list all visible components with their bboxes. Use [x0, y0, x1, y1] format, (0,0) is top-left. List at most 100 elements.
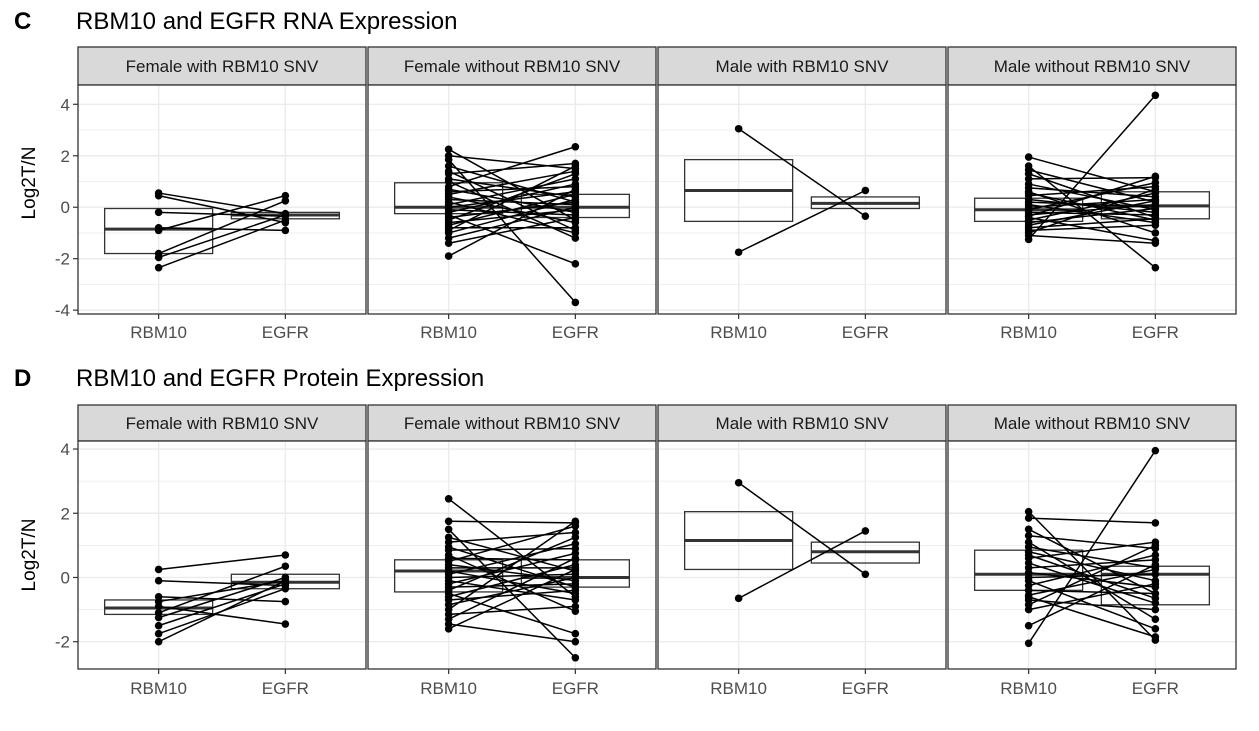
- pair-line: [448, 214, 576, 265]
- pair-line: [448, 583, 576, 588]
- pair-line: [448, 623, 576, 643]
- x-tick-label: RBM10: [710, 679, 767, 698]
- x-tick-label: EGFR: [552, 323, 599, 342]
- point-egfr: [1151, 605, 1160, 614]
- point-egfr: [571, 185, 580, 194]
- point-rbm10: [1024, 153, 1033, 161]
- point-rbm10: [444, 525, 453, 534]
- facet-strip-label: Female with RBM10 SNV: [126, 57, 319, 76]
- point-egfr: [571, 596, 580, 604]
- pair-line: [1028, 203, 1156, 216]
- facet-strip-label: Male with RBM10 SNV: [716, 414, 890, 433]
- pair-line: [1028, 568, 1156, 596]
- pair-line: [448, 165, 576, 232]
- pair-line: [1028, 544, 1156, 606]
- pair-line: [738, 189, 866, 253]
- pair-line: [1028, 559, 1156, 569]
- plot-background: [658, 85, 946, 314]
- point-rbm10: [444, 239, 453, 248]
- pair-line: [448, 563, 576, 598]
- pair-line: [448, 191, 576, 208]
- point-rbm10: [154, 613, 163, 622]
- pair-line: [158, 605, 286, 625]
- pair-line: [1028, 450, 1156, 644]
- point-rbm10: [154, 565, 163, 574]
- facet-panel: Male with RBM10 SNV RBM10 EGFR: [657, 46, 947, 342]
- pair-line: [448, 198, 576, 234]
- pair-line: [448, 554, 576, 612]
- row-c-title: RBM10 and EGFR RNA Expression: [76, 8, 457, 35]
- x-tick-label: EGFR: [842, 323, 889, 342]
- y-tick-label: -2: [55, 633, 70, 652]
- pair-line: [1028, 176, 1156, 180]
- point-egfr: [571, 573, 580, 582]
- pair-line: [448, 188, 576, 257]
- point-rbm10: [154, 621, 163, 630]
- point-egfr: [571, 169, 580, 178]
- pair-line: [448, 520, 576, 524]
- facet-panel: Female without RBM10 SNV RBM10 EGFR: [367, 46, 657, 342]
- x-tick-label: EGFR: [262, 679, 309, 698]
- point-egfr: [281, 216, 290, 224]
- point-rbm10: [444, 145, 453, 154]
- y-tick-label: 2: [61, 504, 70, 523]
- plot-background: [948, 85, 1236, 314]
- point-egfr: [571, 586, 580, 595]
- row-c-letter: C: [14, 8, 31, 35]
- point-egfr: [1151, 580, 1160, 588]
- panel-border: [77, 440, 367, 670]
- point-rbm10: [1024, 592, 1033, 601]
- panel-border: [947, 84, 1237, 315]
- point-egfr: [281, 226, 290, 235]
- x-tick-label: EGFR: [842, 679, 889, 698]
- point-rbm10: [734, 124, 743, 133]
- point-egfr: [281, 597, 290, 606]
- pair-line: [158, 214, 286, 259]
- point-egfr: [1151, 625, 1160, 633]
- x-tick-label: RBM10: [130, 679, 187, 698]
- point-rbm10: [444, 155, 453, 164]
- point-egfr: [571, 162, 580, 170]
- pair-line: [448, 536, 576, 592]
- point-egfr: [571, 224, 580, 232]
- point-egfr: [281, 576, 290, 585]
- point-rbm10: [1024, 605, 1033, 614]
- pair-line: [448, 146, 576, 188]
- point-egfr: [1151, 91, 1160, 100]
- x-tick-label: EGFR: [262, 323, 309, 342]
- point-egfr: [1151, 239, 1160, 248]
- pair-line: [448, 568, 576, 630]
- point-rbm10: [444, 517, 453, 526]
- facet-strip: [657, 404, 947, 442]
- point-rbm10: [154, 263, 163, 272]
- point-rbm10: [154, 191, 163, 200]
- facet-panel: Male without RBM10 SNV RBM10 EGFR: [947, 46, 1237, 342]
- panel-border: [367, 440, 657, 670]
- x-tick-label: RBM10: [420, 323, 477, 342]
- pair-line: [158, 194, 286, 224]
- pair-line: [1028, 554, 1156, 587]
- pair-line: [1028, 563, 1156, 627]
- x-tick-label: RBM10: [1000, 323, 1057, 342]
- pair-line: [448, 589, 576, 601]
- point-egfr: [571, 142, 580, 151]
- point-rbm10: [154, 226, 163, 235]
- plot-background: [658, 441, 946, 669]
- point-egfr: [571, 213, 580, 222]
- x-tick-label: EGFR: [1132, 323, 1179, 342]
- pair-line: [738, 128, 866, 217]
- point-egfr: [861, 212, 870, 221]
- facet-panel: Female with RBM10 SNV RBM10 EGFR: [77, 404, 367, 698]
- row-c-ylabel: Log2T/N: [19, 147, 40, 220]
- point-rbm10: [734, 594, 743, 603]
- pair-line: [1028, 94, 1156, 240]
- pair-line: [158, 576, 286, 619]
- pair-line: [448, 216, 576, 244]
- y-tick-label: 0: [61, 198, 70, 217]
- facet-strip-label: Female without RBM10 SNV: [404, 57, 621, 76]
- point-rbm10: [1024, 551, 1033, 559]
- facet-panel: Male with RBM10 SNV RBM10 EGFR: [657, 404, 947, 698]
- x-tick-label: RBM10: [420, 679, 477, 698]
- point-egfr: [1151, 560, 1160, 569]
